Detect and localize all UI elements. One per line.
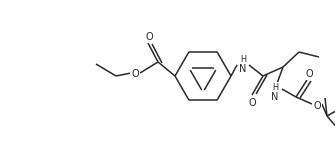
- Text: O: O: [131, 69, 139, 79]
- Text: H: H: [240, 55, 246, 64]
- Text: O: O: [145, 32, 153, 42]
- Text: N: N: [239, 64, 247, 74]
- Text: O: O: [248, 98, 256, 108]
- Text: O: O: [305, 69, 313, 79]
- Text: N: N: [271, 92, 279, 102]
- Text: O: O: [313, 101, 321, 111]
- Text: H: H: [272, 83, 278, 92]
